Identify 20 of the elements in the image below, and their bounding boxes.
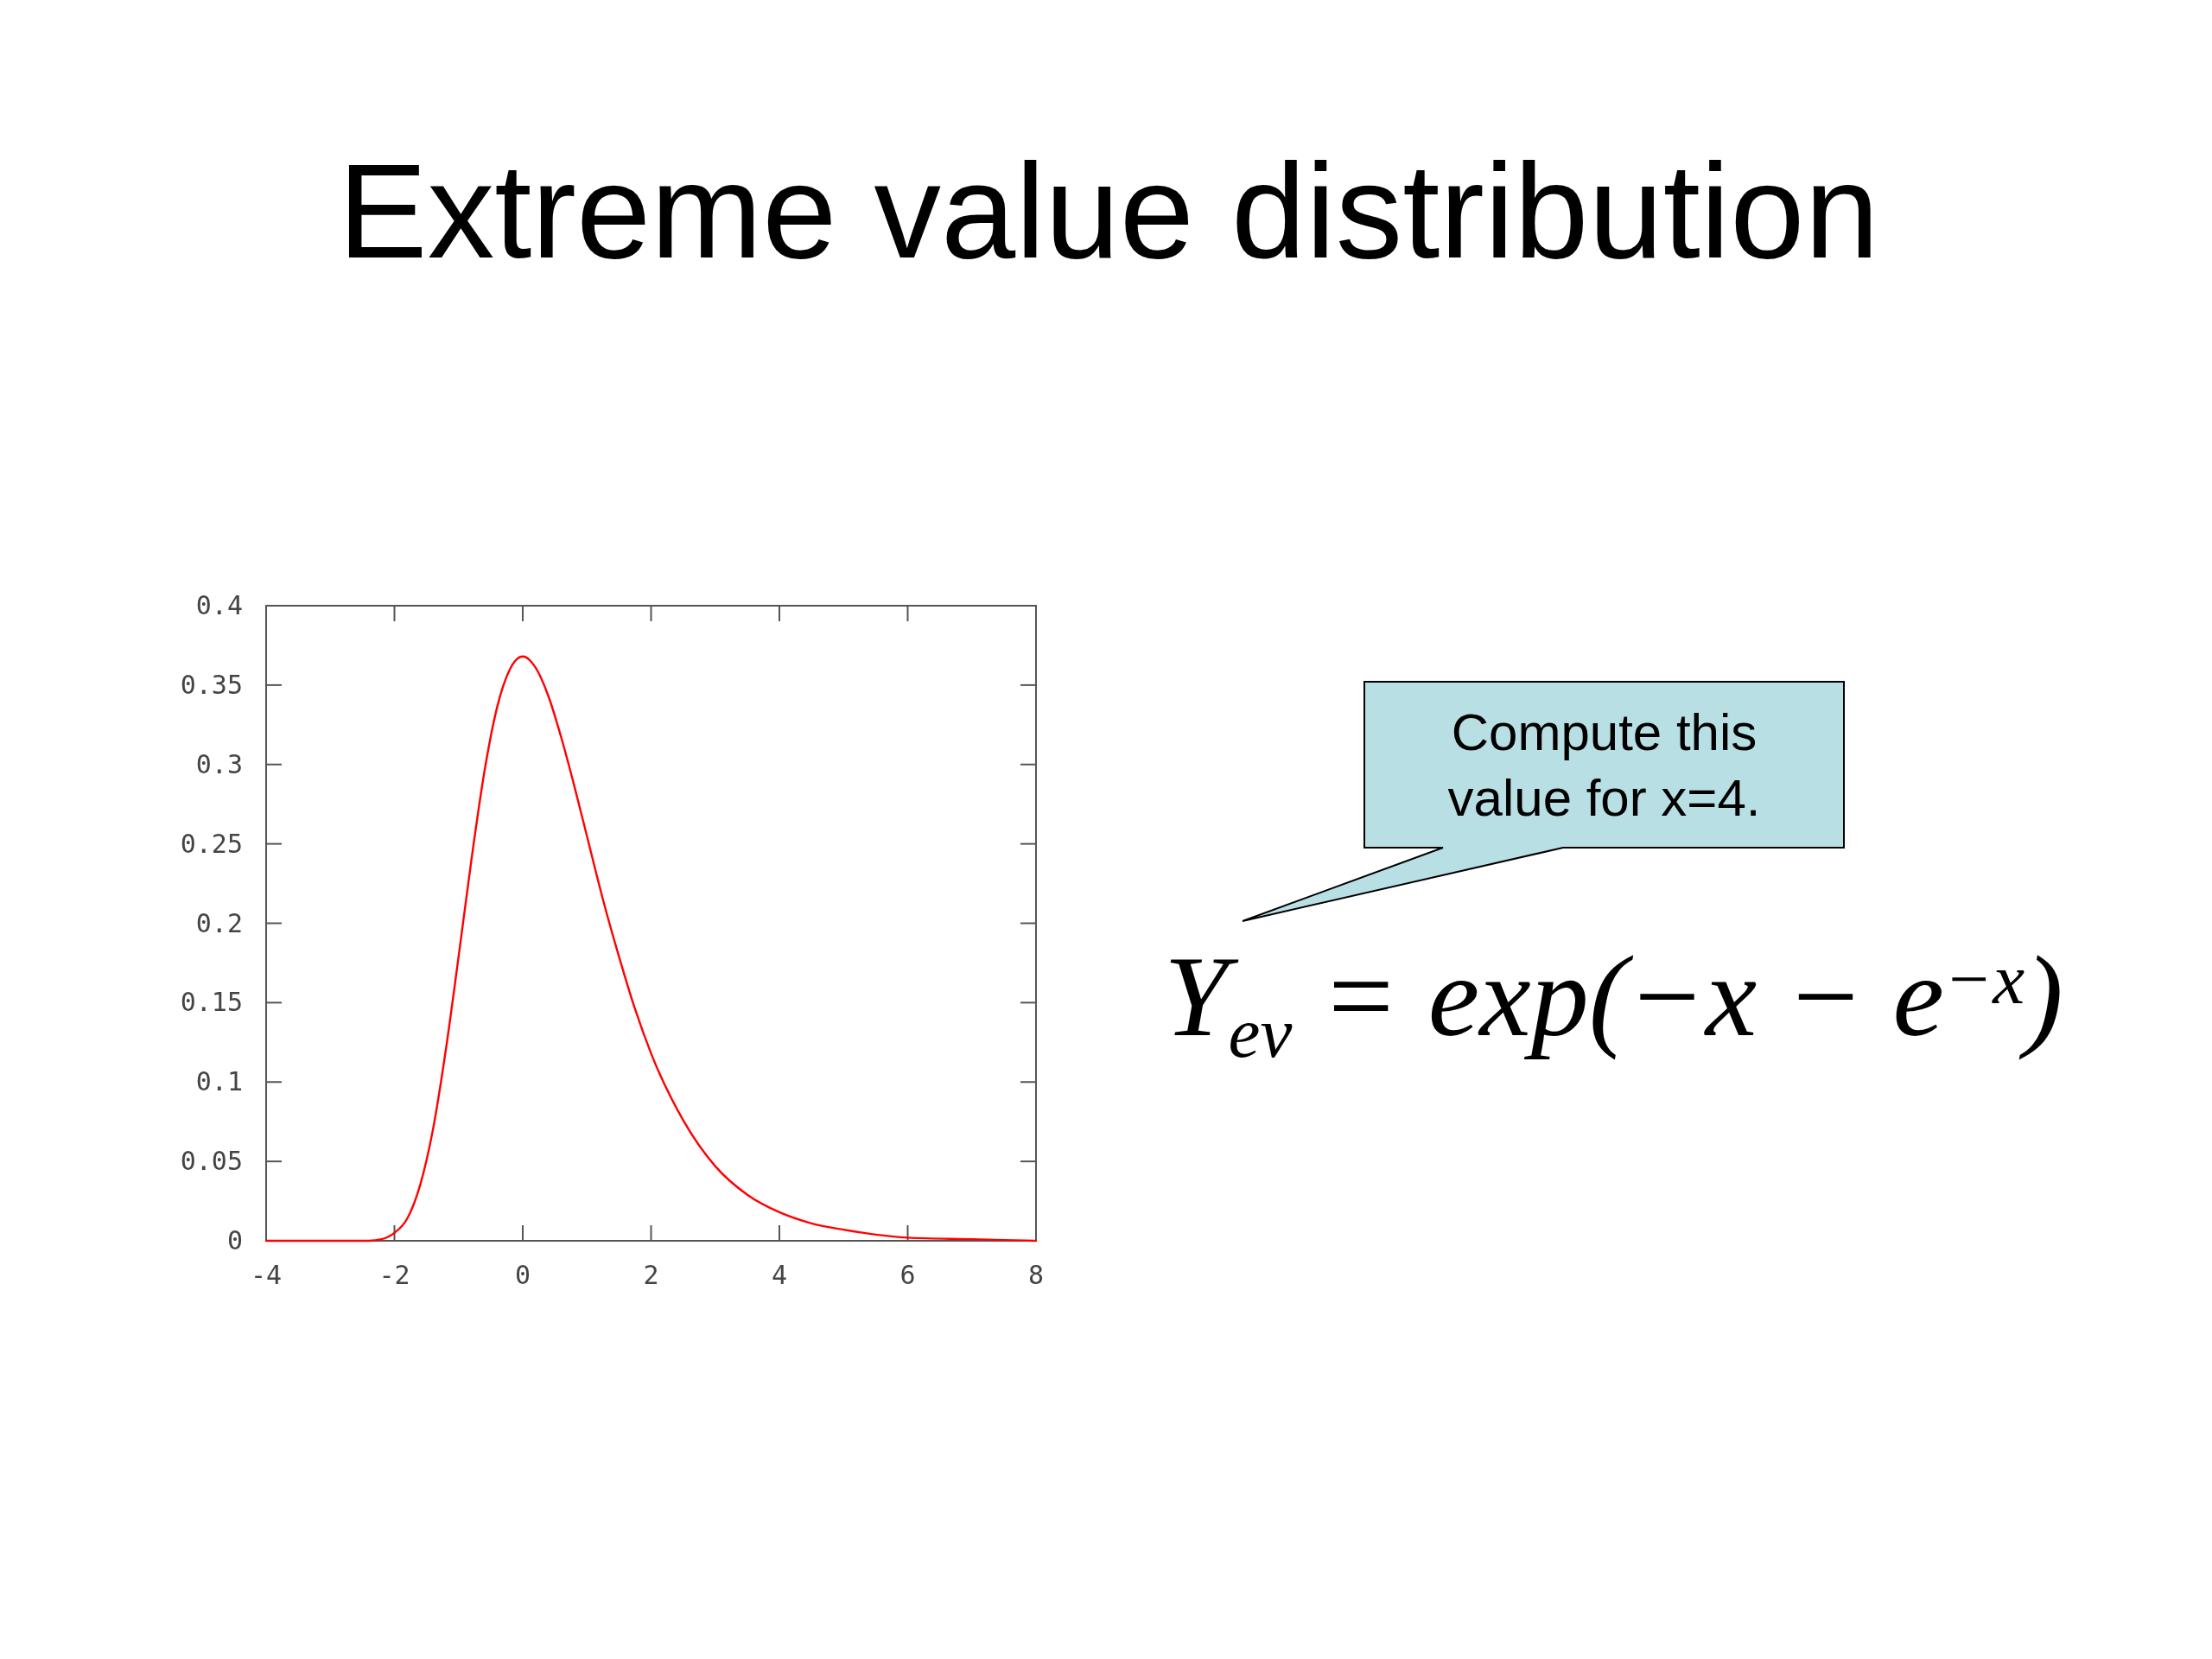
x-tick-label: 4 [771,1260,788,1290]
y-tick-label: 0.05 [180,1146,243,1177]
y-tick-label: 0.1 [195,1066,243,1097]
text: Compute this value for x=4. [1447,703,1761,827]
x-tick-label: 8 [1027,1260,1045,1290]
x-tick-label: 0 [514,1260,531,1290]
y-tick-label: 0.15 [180,987,243,1018]
line-series [264,655,1038,1243]
y-tick-label: 0.2 [195,907,243,938]
x-tick-label: -2 [378,1260,410,1290]
text: Y$_{ev}$ = exp(−x − e$^{−x}$) [1164,932,2063,1072]
x-tick-label: -4 [250,1260,283,1290]
y-tick-label: 0.4 [195,590,243,620]
y-tick-label: 0.3 [195,748,243,779]
y-tick-label: 0.35 [180,669,243,700]
x-tick-label: 2 [643,1260,659,1290]
x-tick-label: 6 [899,1260,916,1290]
chart-title: Extreme value distribution [338,137,1879,286]
y-tick-label: 0.25 [180,828,243,859]
y-tick-label: 0 [226,1225,243,1255]
